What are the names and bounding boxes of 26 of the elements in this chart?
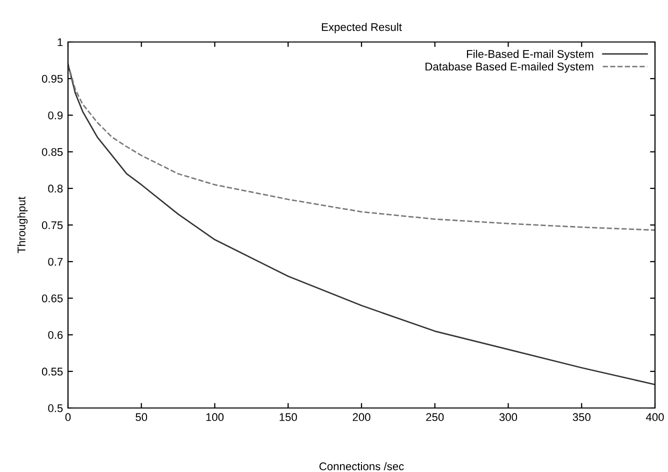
x-tick-label: 100 (206, 413, 224, 422)
x-tick-label: 200 (352, 413, 370, 422)
x-tick-label: 50 (136, 413, 148, 422)
y-tick-label: 0.7 (48, 258, 63, 266)
x-tick-label: 250 (426, 413, 444, 422)
x-axis-title: Connections /sec (319, 462, 404, 470)
chart-title: Expected Result (322, 22, 402, 34)
y-tick-label: 0.95 (42, 74, 63, 83)
line-series (68, 63, 655, 231)
x-tick-label: 350 (572, 413, 590, 422)
y-tick-label: 0.5 (48, 404, 63, 412)
y-tick-label: 0.9 (48, 111, 63, 120)
y-tick-label: 0.65 (42, 294, 63, 302)
legend-label: File-Based E-mail System (466, 50, 594, 60)
y-axis-title: Throughput (17, 196, 28, 254)
x-tick-label: 0 (65, 413, 71, 422)
y-tick-label: 0.6 (48, 331, 63, 339)
y-tick-label: 0.75 (42, 221, 63, 230)
y-tick-label: 0.55 (42, 368, 63, 376)
x-tick-label: 400 (646, 413, 664, 422)
y-tick-label: 0.8 (48, 184, 63, 193)
x-tick-label: 150 (280, 413, 297, 422)
y-tick-label: 1 (58, 38, 63, 46)
legend-label: Database Based E-mailed System (426, 62, 594, 73)
x-tick-label: 300 (499, 413, 518, 422)
y-tick-label: 0.85 (42, 148, 63, 156)
